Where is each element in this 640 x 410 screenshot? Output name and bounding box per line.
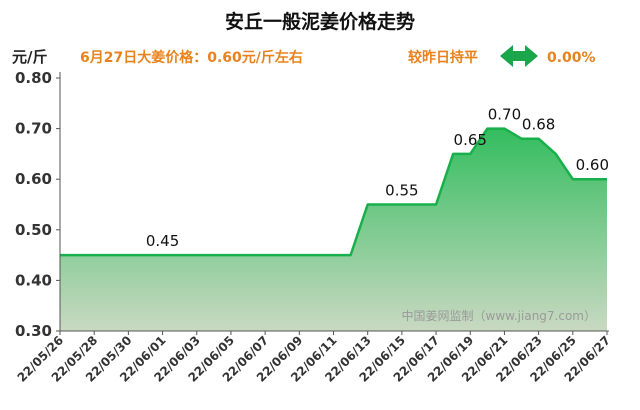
- data-label: 0.65: [454, 131, 487, 149]
- price-area: [60, 128, 607, 331]
- y-tick-label: 0.60: [15, 170, 52, 188]
- change-value: 0.00%: [547, 50, 596, 66]
- chart-title: 安丘一般泥姜价格走势: [225, 10, 415, 33]
- y-tick-label: 0.50: [15, 221, 52, 239]
- y-tick-label: 0.80: [15, 69, 52, 87]
- y-tick-label: 0.30: [15, 322, 52, 340]
- price-info-text: 6月27日大姜价格：0.60元/斤左右: [80, 49, 303, 66]
- data-label: 0.45: [146, 232, 179, 250]
- data-label: 0.68: [522, 116, 555, 134]
- watermark-text: 中国姜网监制（www.jiang7.com）: [402, 308, 596, 323]
- change-label: 较昨日持平: [408, 49, 478, 66]
- plot-area: 0.800.700.600.500.400.3022/05/2622/05/28…: [15, 69, 614, 385]
- data-label: 0.55: [385, 182, 418, 200]
- data-label: 0.60: [576, 156, 609, 174]
- y-tick-label: 0.40: [15, 271, 52, 289]
- price-line: [60, 127, 607, 257]
- double-arrow-icon: [500, 45, 538, 67]
- y-tick-label: 0.70: [15, 120, 52, 138]
- data-label: 0.70: [488, 106, 521, 124]
- y-axis-unit: 元/斤: [12, 48, 47, 66]
